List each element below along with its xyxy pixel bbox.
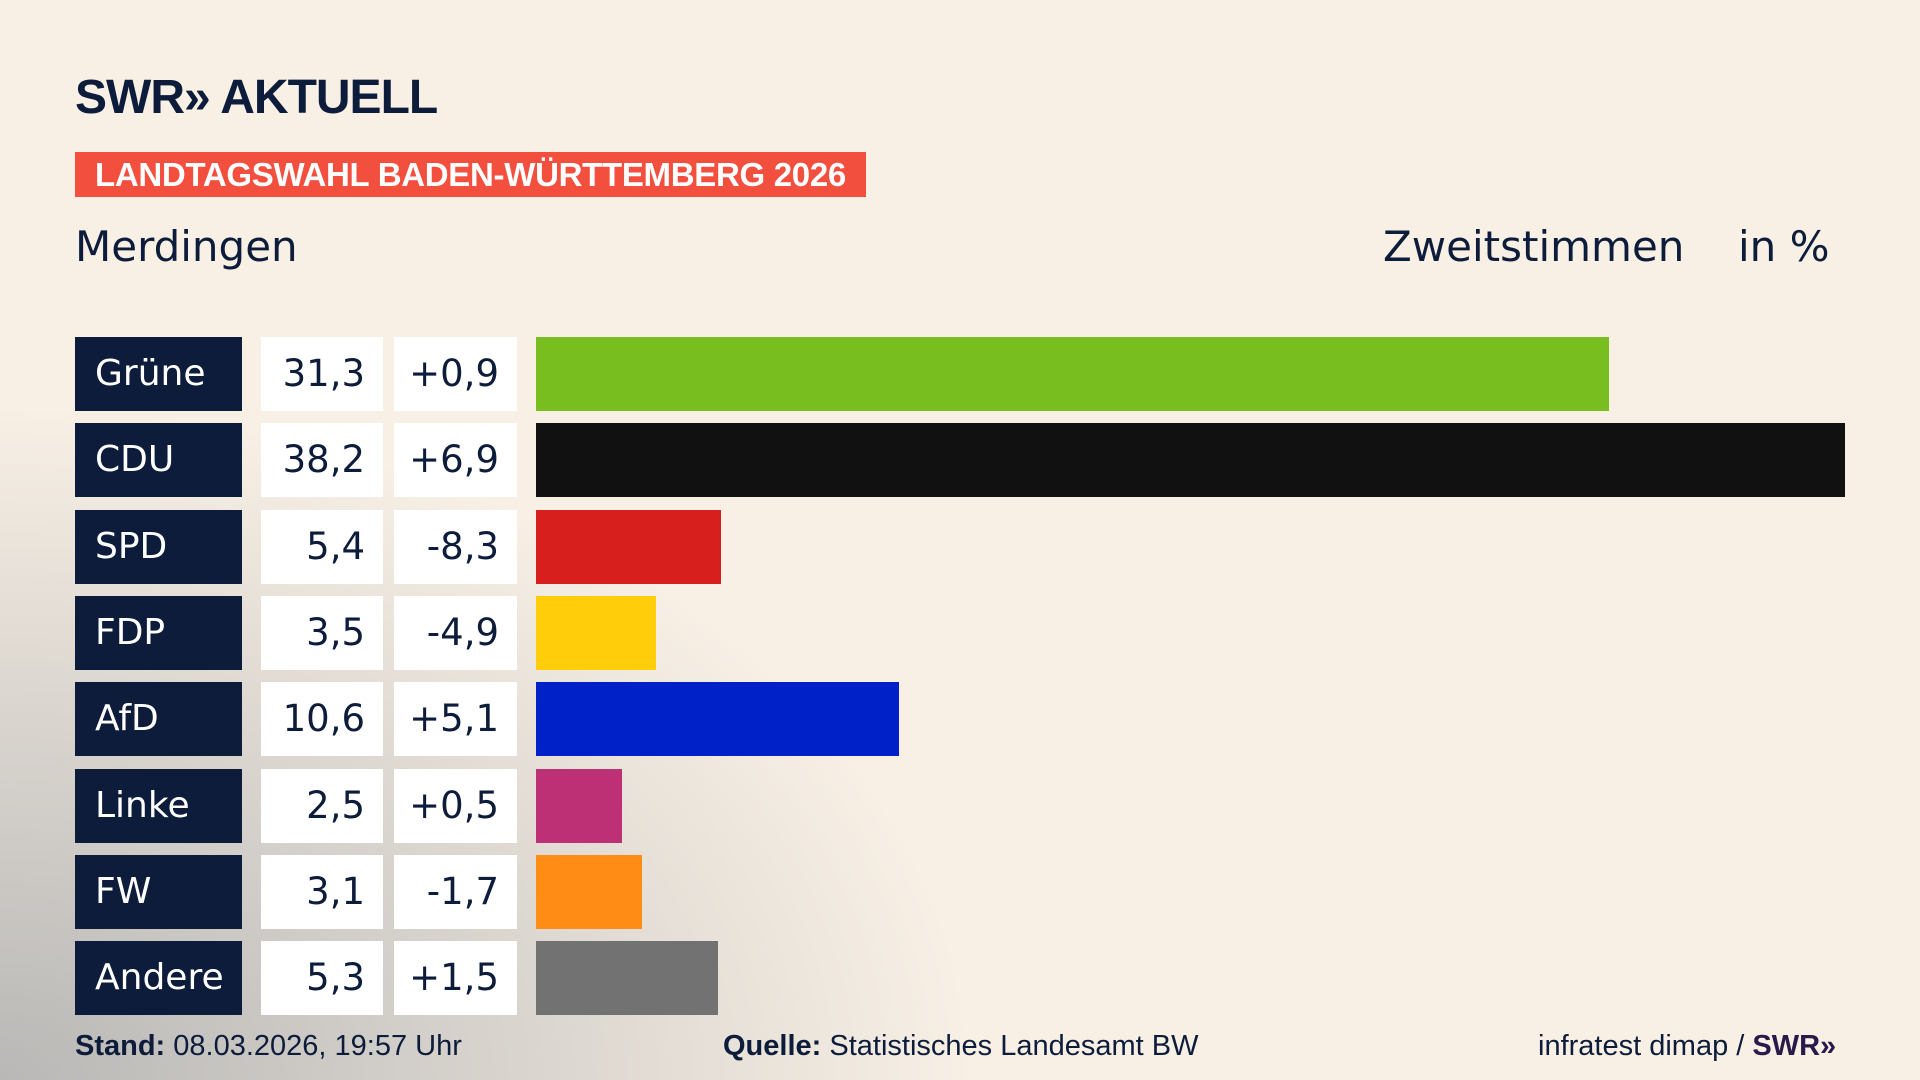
party-label: AfD	[75, 682, 242, 757]
party-row: SPD 5,4 -8,3	[75, 509, 1875, 584]
party-label: Grüne	[75, 337, 242, 411]
timestamp: Stand: 08.03.2026, 19:57 Uhr	[75, 1030, 462, 1063]
party-label: FDP	[75, 595, 242, 670]
change-label: +5,1	[394, 682, 517, 757]
party-row: FDP 3,5 -4,9	[75, 595, 1875, 670]
bar	[536, 423, 1845, 498]
source-label: Quelle:	[723, 1030, 822, 1062]
bar	[536, 854, 643, 929]
party-label: SPD	[75, 509, 242, 584]
credit: infratest dimap / SWR»	[1538, 1030, 1836, 1063]
change-label: -4,9	[394, 595, 517, 670]
stand-label: Stand:	[75, 1030, 166, 1062]
party-row: CDU 38,2 +6,9	[75, 423, 1875, 498]
bar	[536, 682, 900, 757]
bar	[536, 595, 656, 670]
value-label: 3,5	[261, 595, 383, 670]
swr-aktuell-logo: SWR» AKTUELL	[75, 71, 438, 124]
value-label: 31,3	[261, 337, 383, 411]
place-name: Merdingen	[75, 222, 298, 271]
party-row: AfD 10,6 +5,1	[75, 682, 1875, 757]
bar	[536, 941, 718, 1016]
party-label: FW	[75, 854, 242, 929]
change-label: -8,3	[394, 509, 517, 584]
party-label: Andere	[75, 941, 242, 1016]
value-label: 10,6	[261, 682, 383, 757]
bar	[536, 509, 722, 584]
change-label: -1,7	[394, 854, 517, 929]
source: Quelle: Statistisches Landesamt BW	[723, 1030, 1198, 1063]
value-label: 38,2	[261, 423, 383, 498]
vote-type-label: Zweitstimmen	[1383, 222, 1685, 271]
change-label: +6,9	[394, 423, 517, 498]
party-label: Linke	[75, 768, 242, 843]
change-label: +0,9	[394, 337, 517, 411]
party-row: Grüne 31,3 +0,9	[75, 337, 1875, 411]
unit-label: in %	[1738, 222, 1830, 271]
stand-value: 08.03.2026, 19:57 Uhr	[173, 1030, 462, 1062]
value-label: 5,4	[261, 509, 383, 584]
election-banner: LANDTAGSWAHL BADEN-WÜRTTEMBERG 2026	[75, 152, 866, 197]
party-row: Andere 5,3 +1,5	[75, 941, 1875, 1016]
credit-text: infratest dimap /	[1538, 1030, 1745, 1062]
party-label: CDU	[75, 423, 242, 498]
swr-logo: SWR»	[1752, 1030, 1837, 1062]
change-label: +0,5	[394, 768, 517, 843]
change-label: +1,5	[394, 941, 517, 1016]
party-row: FW 3,1 -1,7	[75, 854, 1875, 929]
bar	[536, 337, 1609, 411]
source-value: Statistisches Landesamt BW	[829, 1030, 1199, 1062]
bar	[536, 768, 622, 843]
value-label: 2,5	[261, 768, 383, 843]
value-label: 5,3	[261, 941, 383, 1016]
value-label: 3,1	[261, 854, 383, 929]
party-row: Linke 2,5 +0,5	[75, 768, 1875, 843]
